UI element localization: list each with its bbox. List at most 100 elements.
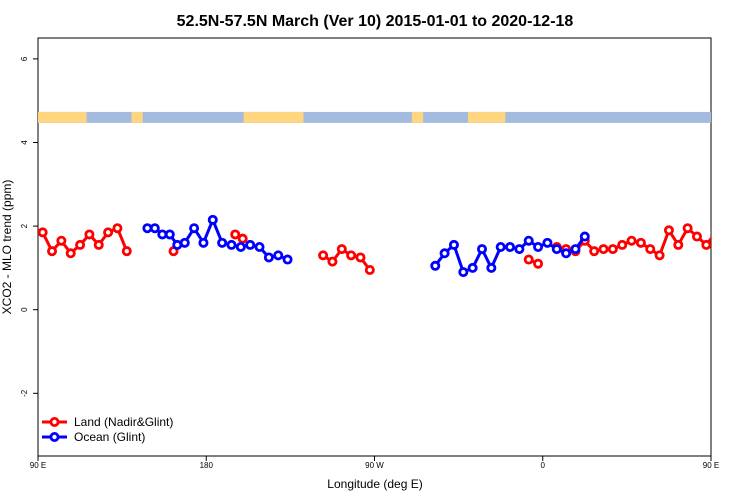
data-point — [448, 239, 459, 250]
data-point — [254, 241, 265, 252]
data-point — [626, 235, 637, 246]
data-point — [467, 262, 478, 273]
land-ocean-strip — [38, 111, 748, 123]
y-tick-label: 4 — [20, 140, 29, 145]
data-point — [607, 244, 618, 255]
legend-label: Ocean (Glint) — [74, 430, 145, 444]
x-tick-label: 90 E — [703, 461, 719, 470]
data-point — [75, 239, 86, 250]
data-point — [617, 239, 628, 250]
data-point — [505, 241, 516, 252]
strip-land — [711, 112, 748, 123]
data-point — [476, 244, 487, 255]
data-point — [542, 237, 553, 248]
data-point — [533, 241, 544, 252]
data-point — [93, 239, 104, 250]
data-point — [514, 244, 525, 255]
data-point — [439, 248, 450, 259]
data-point — [561, 248, 572, 259]
data-point — [235, 241, 246, 252]
strip-ocean — [38, 111, 711, 123]
x-tick-label: 0 — [541, 461, 546, 470]
data-point — [430, 260, 441, 271]
data-point — [701, 239, 711, 250]
data-point — [198, 237, 209, 248]
data-point — [523, 254, 534, 265]
data-point — [355, 252, 366, 263]
data-point — [364, 264, 375, 275]
data-point — [149, 223, 160, 234]
data-point — [740, 250, 747, 257]
data-point — [327, 256, 338, 267]
series-line — [41, 226, 129, 255]
strip-land — [411, 111, 424, 123]
data-point — [189, 223, 200, 234]
strip-land — [38, 111, 87, 123]
data-point — [84, 229, 95, 240]
data-point — [579, 231, 590, 242]
data-point — [721, 245, 728, 252]
data-point — [635, 237, 646, 248]
x-axis-label: Longitude (deg E) — [327, 477, 422, 491]
data-point — [217, 237, 228, 248]
data-point — [710, 230, 711, 235]
data-point — [263, 252, 274, 263]
data-point — [523, 235, 534, 246]
x-tick-label: 90 E — [30, 461, 46, 470]
data-point — [230, 229, 241, 240]
y-axis-label: XCO2 - MLO trend (ppm) — [0, 180, 14, 315]
legend-item: Ocean (Glint) — [42, 430, 145, 444]
data-point — [336, 244, 347, 255]
data-point — [589, 246, 600, 257]
data-point — [112, 223, 123, 234]
data-point — [570, 244, 581, 255]
data-point — [346, 250, 357, 261]
data-point — [533, 258, 544, 269]
data-point — [38, 227, 48, 238]
series-layer — [38, 214, 747, 278]
data-point — [673, 239, 684, 250]
data-point — [486, 262, 497, 273]
data-point — [179, 237, 190, 248]
legend-marker — [49, 431, 60, 442]
data-point — [691, 231, 702, 242]
data-point — [731, 237, 738, 244]
data-point — [121, 246, 132, 257]
y-tick-label: 0 — [20, 307, 29, 312]
data-point — [663, 225, 674, 236]
data-point — [47, 246, 58, 257]
data-point — [682, 223, 693, 234]
series-ocean — [142, 214, 590, 278]
data-point — [245, 239, 256, 250]
data-point — [645, 244, 656, 255]
legend: Land (Nadir&Glint)Ocean (Glint) — [42, 415, 173, 444]
data-point — [458, 267, 469, 278]
legend-label: Land (Nadir&Glint) — [74, 415, 173, 429]
data-point — [654, 250, 665, 261]
y-tick-label: -2 — [20, 389, 29, 397]
strip-land — [467, 111, 506, 123]
strip-land — [131, 111, 143, 123]
data-point — [598, 244, 609, 255]
data-point — [551, 244, 562, 255]
chart-title: 52.5N-57.5N March (Ver 10) 2015-01-01 to… — [177, 13, 574, 30]
data-point — [164, 229, 175, 240]
axes: 90 E 180 90 W 0 90 E -2 0 2 4 6 — [20, 56, 719, 470]
data-point — [282, 254, 293, 265]
data-point — [207, 214, 218, 225]
x-tick-label: 90 W — [365, 461, 384, 470]
data-point — [56, 235, 67, 246]
legend-marker — [49, 416, 60, 427]
x-tick-label: 180 — [200, 461, 214, 470]
data-point — [495, 241, 506, 252]
data-point — [65, 248, 76, 259]
data-point — [273, 250, 284, 261]
data-point — [226, 239, 237, 250]
data-point — [237, 233, 248, 244]
y-tick-label: 6 — [20, 56, 29, 61]
legend-item: Land (Nadir&Glint) — [42, 415, 173, 429]
data-point — [318, 250, 329, 261]
strip-land — [243, 111, 304, 123]
